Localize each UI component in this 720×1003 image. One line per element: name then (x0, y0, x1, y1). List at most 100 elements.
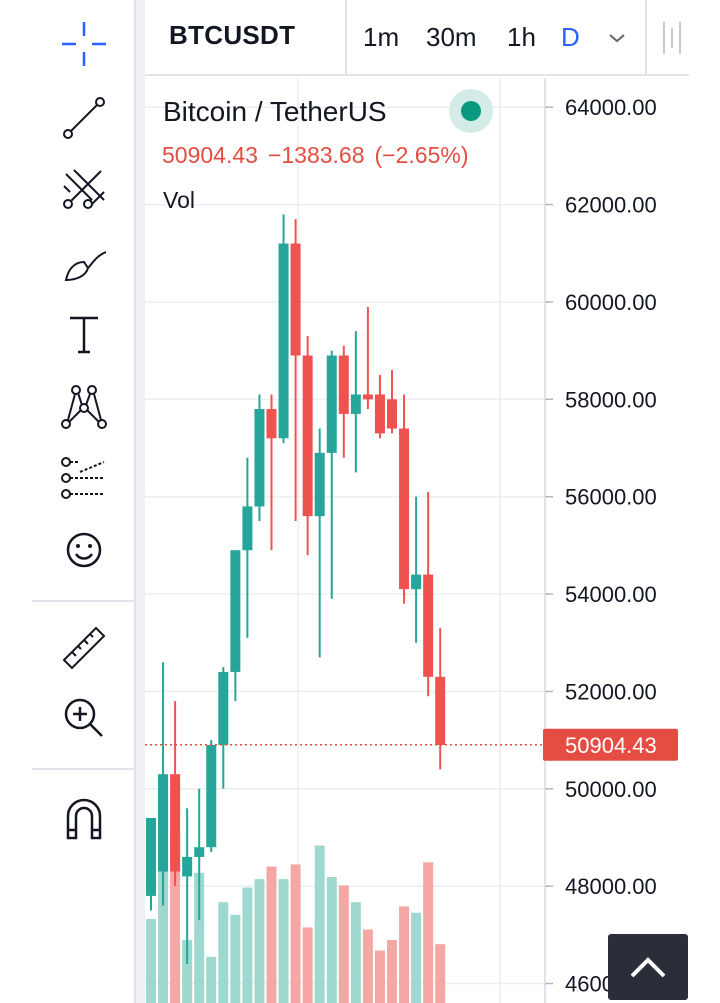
pattern-icon (61, 385, 107, 429)
candle-body (278, 243, 289, 439)
last-price-line: 50904.43 (145, 728, 678, 761)
candle-body (314, 452, 325, 517)
pattern-tool[interactable] (52, 374, 116, 438)
price-chart[interactable]: 64000.00 62000.00 60000.00 58000.00 56000.00… (145, 78, 689, 1003)
symbol-button[interactable]: BTCUSDT (169, 20, 296, 50)
candle-body (218, 671, 229, 745)
ruler-tool[interactable] (52, 616, 116, 680)
candle-body (374, 394, 385, 434)
volume-bar (326, 877, 337, 1003)
price-tick-label: 64000.00 (565, 95, 657, 120)
interval-1h[interactable]: 1h (507, 22, 536, 52)
volume-bar (411, 912, 422, 1003)
toolbar-divider (32, 600, 136, 602)
legend-title: Bitcoin / TetherUS (163, 96, 387, 127)
text-icon (70, 316, 98, 354)
crosshair-tool[interactable] (52, 12, 116, 76)
emoji-icon (66, 532, 102, 568)
prediction-tool[interactable] (52, 446, 116, 510)
volume-bar (399, 906, 410, 1003)
volume-bar (158, 849, 169, 1003)
last-price-badge (543, 728, 678, 761)
chevron-up-icon (630, 957, 666, 978)
candle-body (411, 574, 422, 590)
candle-body (290, 243, 301, 356)
trend-line-tool[interactable] (52, 86, 116, 150)
volume-bar (314, 845, 325, 1003)
candle-body (423, 574, 434, 677)
trend-line-icon (63, 97, 105, 139)
volume-bar (254, 879, 265, 1003)
header-divider (645, 0, 647, 76)
volume-bar (302, 927, 313, 1003)
grip-icon[interactable] (660, 18, 684, 58)
candle-body (194, 847, 205, 857)
zoom-in-tool[interactable] (52, 686, 116, 750)
candle-body (338, 355, 349, 414)
price-tick-label: 50000.00 (565, 777, 657, 802)
candle-body (362, 394, 373, 400)
crosshair-icon (62, 22, 106, 66)
brush-tool[interactable] (52, 230, 116, 294)
volume-bar (338, 885, 349, 1003)
interval-1m[interactable]: 1m (363, 22, 400, 52)
emoji-tool[interactable] (52, 518, 116, 582)
volume-bar (242, 887, 253, 1003)
chart-grid (145, 78, 546, 1003)
volume-bar (230, 914, 241, 1003)
candle-body (266, 409, 277, 439)
ruler-icon (62, 626, 106, 670)
volume-bar (146, 919, 156, 1003)
legend-last-price: 50904.43 (162, 142, 258, 168)
volume-bar (423, 862, 434, 1003)
candle-body (182, 856, 193, 877)
pitchfork-icon (63, 169, 105, 209)
interval-d[interactable]: D (561, 22, 580, 52)
candle-body (435, 676, 446, 745)
market-open-icon[interactable] (461, 101, 481, 121)
text-tool[interactable] (52, 302, 116, 366)
volume-bar (435, 944, 446, 1003)
pitchfork-tool[interactable] (52, 158, 116, 222)
price-tick-label: 56000.00 (565, 485, 657, 510)
price-tick-label: 60000.00 (565, 290, 657, 315)
volume-bar (170, 830, 181, 1003)
volume-bar (266, 866, 277, 1003)
toolbar-gutter (136, 0, 145, 1003)
volume-label[interactable]: Vol (163, 187, 195, 213)
last-price-label: 50904.43 (565, 733, 657, 758)
price-tick-label: 54000.00 (565, 582, 657, 607)
chevron-down-icon[interactable] (605, 26, 629, 50)
volume-bar (194, 872, 205, 1003)
legend-change: −1383.68 (267, 142, 365, 168)
candle-body (230, 550, 241, 672)
candle-body (350, 394, 361, 414)
scroll-to-latest-button[interactable] (608, 934, 688, 1000)
candle-body (254, 409, 265, 507)
candle-body (326, 355, 337, 453)
price-axis: 64000.00 62000.00 60000.00 58000.00 56000.00… (545, 95, 657, 997)
drawing-toolbar (0, 0, 136, 1003)
candle-body (302, 355, 313, 517)
zoom-in-icon (64, 698, 103, 737)
magnet-icon (66, 798, 102, 840)
chart-header: BTCUSDT 1m 30m 1h D (145, 0, 689, 76)
candle-body (206, 744, 217, 848)
volume-bar (350, 902, 361, 1003)
volume-bar (362, 929, 373, 1003)
volume-bar (182, 940, 193, 1003)
candle-body (387, 399, 397, 429)
toolbar-divider (32, 768, 136, 770)
interval-30m[interactable]: 30m (426, 22, 477, 52)
brush-icon (64, 251, 107, 282)
candle-body (170, 774, 181, 872)
magnet-tool[interactable] (52, 786, 116, 850)
price-tick-label: 62000.00 (565, 193, 657, 218)
candles (146, 214, 446, 965)
price-tick-label: 52000.00 (565, 679, 657, 704)
header-divider (345, 0, 347, 76)
price-tick-label: 48000.00 (565, 874, 657, 899)
volume-bar (218, 902, 229, 1003)
volume-bar (387, 940, 397, 1003)
volume-bars (146, 830, 446, 1003)
